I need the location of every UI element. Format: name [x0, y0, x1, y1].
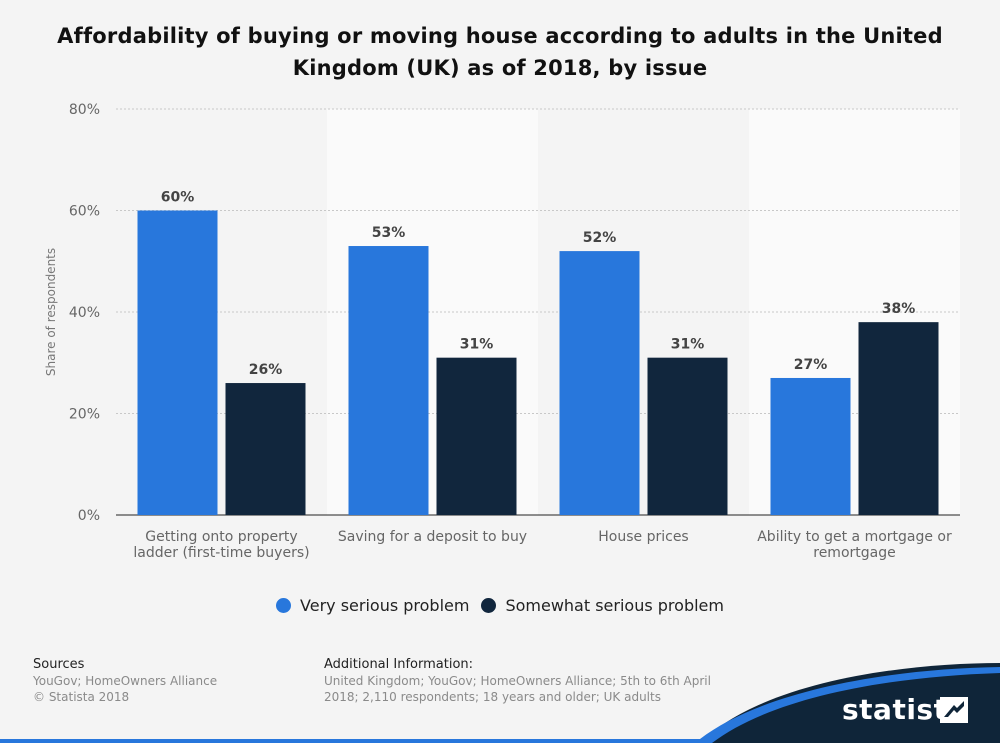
x-tick-label: Saving for a deposit to buy — [338, 529, 527, 545]
data-label: 38% — [882, 301, 916, 317]
chart-title: Affordability of buying or moving house … — [57, 24, 943, 80]
x-tick-label: Getting onto property — [145, 529, 297, 545]
sources-block: Sources YouGov; HomeOwners Alliance © St… — [33, 657, 293, 705]
additional-info-text: United Kingdom; YouGov; HomeOwners Allia… — [324, 674, 711, 688]
data-label: 31% — [671, 337, 705, 353]
data-label: 60% — [161, 190, 195, 206]
legend-item-somewhat-serious[interactable]: Somewhat serious problem — [481, 596, 724, 615]
data-label: 52% — [583, 230, 617, 246]
data-label: 53% — [372, 225, 406, 241]
y-axis-label: Share of respondents — [44, 248, 58, 376]
y-tick-label: 40% — [69, 305, 100, 321]
y-tick-label: 20% — [69, 407, 100, 423]
sources-heading: Sources — [33, 657, 85, 672]
legend-item-very-serious[interactable]: Very serious problem — [276, 596, 469, 615]
data-label: 31% — [460, 337, 494, 353]
data-label: 27% — [794, 357, 828, 373]
additional-info-heading: Additional Information: — [324, 657, 474, 672]
bar-somewhat-serious — [647, 357, 728, 515]
bar-somewhat-serious — [225, 383, 306, 515]
bar-very-serious — [770, 377, 851, 515]
bar-somewhat-serious — [858, 322, 939, 515]
y-tick-label: 60% — [69, 204, 100, 220]
bar-very-serious — [137, 210, 218, 515]
x-tick-label: Ability to get a mortgage or — [757, 529, 952, 545]
bar-very-serious — [559, 251, 640, 515]
legend: Very serious problem Somewhat serious pr… — [0, 596, 1000, 615]
brand-swoosh — [0, 663, 1000, 743]
additional-info-text: 2018; 2,110 respondents; 18 years and ol… — [324, 690, 661, 704]
copyright-text: © Statista 2018 — [33, 690, 130, 704]
x-tick-label: House prices — [598, 529, 688, 545]
y-tick-label: 80% — [69, 102, 100, 118]
sources-text: YouGov; HomeOwners Alliance — [33, 674, 218, 688]
legend-label: Very serious problem — [300, 596, 470, 615]
bar-very-serious — [348, 246, 429, 515]
legend-dot-icon — [481, 598, 497, 613]
y-tick-label: 0% — [78, 508, 100, 524]
bar-somewhat-serious — [436, 357, 517, 515]
statista-logo-icon — [940, 697, 968, 723]
additional-info-block: Additional Information: United Kingdom; … — [324, 657, 724, 705]
bar-chart: 0% 20% 40% 60% 80% Share of respondents 60% 26%… — [44, 102, 960, 561]
x-tick-label: ladder (first-time buyers) — [133, 545, 309, 561]
x-tick-label: remortgage — [813, 545, 895, 561]
legend-dot-icon — [276, 598, 292, 613]
legend-label: Somewhat serious problem — [505, 596, 724, 615]
data-label: 26% — [249, 362, 283, 378]
